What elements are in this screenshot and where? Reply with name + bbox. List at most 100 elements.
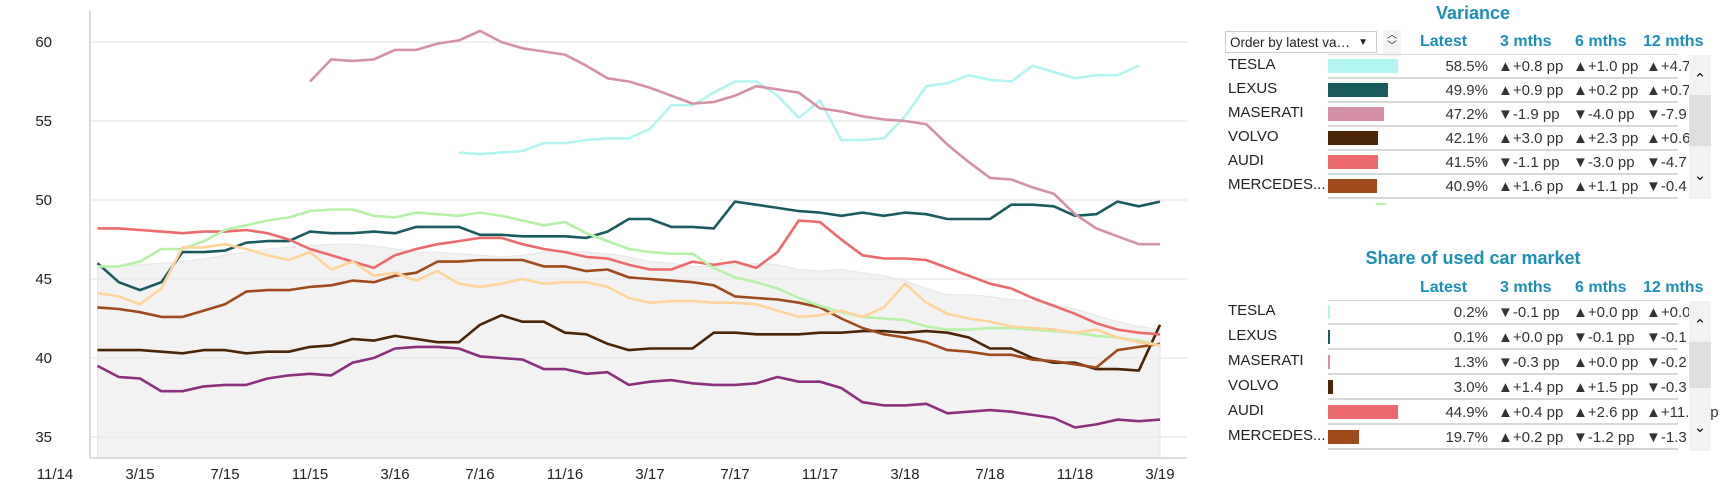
change-6mths: ▼-4.0 pp (1573, 106, 1635, 123)
row-divider (1328, 423, 1678, 425)
table-row[interactable]: AUDI 41.5% ▼-1.1 pp ▼-3.0 pp ▼-4.7 pp (1228, 151, 1708, 175)
table-row[interactable]: LEXUS 49.9% ▲+0.9 pp ▲+0.2 pp ▲+0.7 pp (1228, 79, 1711, 103)
table-row[interactable]: TESLA 0.2% ▼-0.1 pp ▲+0.0 pp ▲+0.0 pp (1228, 300, 1711, 325)
x-tick-label: 3/19 (1145, 466, 1174, 483)
x-tick-label: 11/15 (292, 466, 328, 483)
change-3mths: ▼-0.3 pp (1498, 354, 1560, 371)
latest-value: 47.2% (1445, 106, 1488, 123)
table-row[interactable]: AUDI 44.9% ▲+0.4 pp ▲+2.6 pp ▲+11.2 pp (1228, 401, 1719, 425)
sort-down-icon[interactable]: ﹀ (1387, 41, 1397, 52)
latest-value: 41.5% (1445, 154, 1488, 171)
table-row[interactable]: TESLA 58.5% ▲+0.8 pp ▲+1.0 pp ▲+4.7 pp (1228, 54, 1711, 79)
value-bar (1328, 405, 1398, 419)
sort-up-icon[interactable]: ︿ (1387, 30, 1397, 41)
series-line-maserati (309, 29, 1160, 246)
latest-value: 3.0% (1453, 379, 1488, 396)
series-line-volvo (97, 313, 1162, 372)
row-divider (1328, 398, 1678, 400)
series-line-tesla (458, 64, 1140, 156)
share-scroll-thumb[interactable] (1689, 342, 1711, 388)
latest-value: 40.9% (1445, 178, 1488, 195)
x-tick-label: 11/14 (37, 466, 73, 483)
table-row[interactable]: MASERATI 47.2% ▼-1.9 pp ▼-4.0 pp ▼-7.9 pp (1228, 103, 1708, 127)
x-tick-label: 3/17 (635, 466, 664, 483)
change-6mths: ▲+1.1 pp (1573, 178, 1639, 195)
col-6mths[interactable]: 6 mths (1575, 279, 1627, 296)
x-tick-label: 3/18 (890, 466, 919, 483)
table-row[interactable]: MERCEDES... 19.7% ▲+0.2 pp ▼-1.2 pp ▼-1.3 pp (1228, 426, 1708, 450)
table-row[interactable]: VOLVO 3.0% ▲+1.4 pp ▲+1.5 pp ▼-0.3 pp (1228, 376, 1708, 400)
value-bar (1328, 59, 1398, 73)
value-bar (1328, 355, 1331, 369)
scroll-up-icon[interactable]: ⌃ (1693, 317, 1707, 334)
value-bar (1328, 107, 1385, 121)
y-tick-label: 50 (35, 192, 52, 209)
table-row[interactable]: LEXUS 0.1% ▲+0.0 pp ▼-0.1 pp ▼-0.1 pp (1228, 326, 1708, 350)
value-bar (1328, 330, 1330, 344)
y-tick-label: 45 (35, 271, 52, 288)
scroll-down-icon[interactable]: ⌄ (1693, 419, 1707, 436)
order-dropdown[interactable]: Order by latest va… ▼ (1225, 31, 1377, 53)
change-3mths: ▲+0.8 pp (1498, 58, 1564, 75)
series-line-purple (96, 345, 1161, 429)
row-divider (1328, 348, 1678, 350)
row-divider (1328, 149, 1678, 151)
col-12mths[interactable]: 12 mths (1643, 33, 1704, 50)
order-dropdown-value: Order by latest va… (1230, 35, 1351, 50)
series-line-mercedes-benz (97, 258, 1161, 369)
table-row[interactable]: VOLVO 42.1% ▲+3.0 pp ▲+2.3 pp ▲+0.6 pp (1228, 127, 1711, 151)
latest-value: 19.7% (1445, 429, 1488, 446)
brand-name: MASERATI (1228, 352, 1304, 369)
row-divider (1328, 125, 1678, 127)
change-3mths: ▼-1.9 pp (1498, 106, 1560, 123)
dropdown-caret-icon: ▼ (1358, 37, 1368, 48)
change-6mths: ▼-0.1 pp (1573, 329, 1635, 346)
scroll-down-icon[interactable]: ⌄ (1693, 167, 1707, 184)
row-divider (1328, 323, 1678, 325)
share-scrollbar[interactable]: ⌃ ⌄ (1689, 301, 1711, 451)
variance-scrollbar[interactable]: ⌃ ⌄ (1689, 55, 1711, 199)
row-divider (1328, 101, 1678, 103)
brand-name: TESLA (1228, 56, 1276, 73)
col-3mths[interactable]: 3 mths (1500, 33, 1552, 50)
sort-direction-spinner[interactable]: ︿ ﹀ (1383, 30, 1401, 56)
col-12mths[interactable]: 12 mths (1643, 279, 1704, 296)
change-3mths: ▲+0.2 pp (1498, 429, 1564, 446)
x-tick-label: 11/18 (1057, 466, 1093, 483)
x-tick-label: 7/16 (465, 466, 494, 483)
variance-scroll-thumb[interactable] (1689, 95, 1711, 146)
y-tick-label: 55 (35, 113, 52, 130)
row-divider (1328, 77, 1678, 79)
change-3mths: ▲+1.4 pp (1498, 379, 1564, 396)
col-6mths[interactable]: 6 mths (1575, 33, 1627, 50)
col-latest[interactable]: Latest (1420, 33, 1468, 50)
x-tick-label: 7/15 (210, 466, 239, 483)
change-6mths: ▲+2.6 pp (1573, 404, 1639, 421)
variance-title: Variance (1435, 3, 1511, 23)
share-panel: Share of used car market Latest 3 mths 6… (1228, 245, 1719, 485)
latest-value: 42.1% (1445, 130, 1488, 147)
col-latest[interactable]: Latest (1420, 279, 1468, 296)
series-line-green (97, 208, 1161, 347)
brand-name: MERCEDES... (1228, 427, 1326, 444)
col-3mths[interactable]: 3 mths (1500, 279, 1552, 296)
table-row[interactable]: MERCEDES... 40.9% ▲+1.6 pp ▲+1.1 pp ▼-0.4 pp (1228, 175, 1708, 199)
latest-value: 1.3% (1453, 354, 1488, 371)
row-divider (1328, 300, 1678, 301)
x-tick-label: 3/15 (125, 466, 154, 483)
row-divider (1328, 54, 1678, 55)
x-tick-label: 7/18 (975, 466, 1004, 483)
value-bar (1328, 155, 1378, 169)
change-3mths: ▲+3.0 pp (1498, 130, 1564, 147)
brand-name: AUDI (1228, 402, 1264, 419)
x-tick-label: 11/17 (802, 466, 838, 483)
change-6mths: ▲+0.0 pp (1573, 354, 1639, 371)
scroll-up-icon[interactable]: ⌃ (1693, 71, 1707, 88)
row-divider (1328, 173, 1678, 175)
change-3mths: ▲+0.4 pp (1498, 404, 1564, 421)
x-tick-label: 11/16 (547, 466, 583, 483)
table-row[interactable]: MASERATI 1.3% ▼-0.3 pp ▲+0.0 pp ▼-0.2 pp (1228, 351, 1708, 375)
change-6mths: ▲+0.2 pp (1573, 82, 1639, 99)
brand-name: VOLVO (1228, 377, 1279, 394)
brand-name: MASERATI (1228, 104, 1304, 121)
